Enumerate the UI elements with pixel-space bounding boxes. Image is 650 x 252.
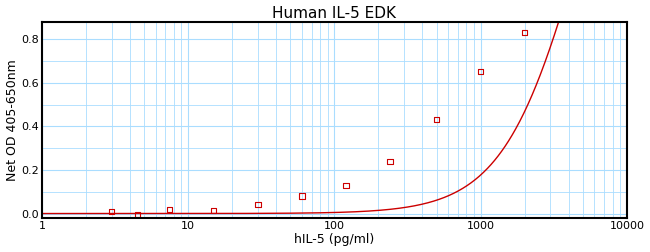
Point <box>341 183 351 187</box>
Point <box>432 118 442 122</box>
Point <box>132 213 142 217</box>
Point <box>297 194 307 198</box>
Point <box>209 208 219 212</box>
Point <box>385 159 395 163</box>
Point <box>519 30 530 35</box>
Point <box>253 203 263 207</box>
Point <box>107 209 117 213</box>
X-axis label: hIL-5 (pg/ml): hIL-5 (pg/ml) <box>294 233 374 246</box>
Y-axis label: Net OD 405-650nm: Net OD 405-650nm <box>6 59 19 181</box>
Point <box>475 70 486 74</box>
Title: Human IL-5 EDK: Human IL-5 EDK <box>272 6 396 21</box>
Point <box>164 207 175 211</box>
